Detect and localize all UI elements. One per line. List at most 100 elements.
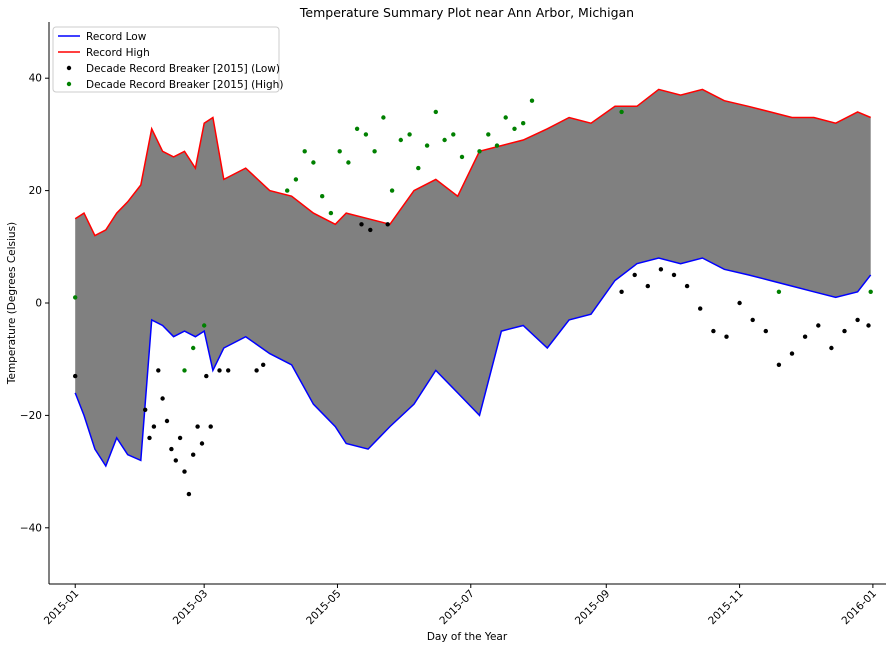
scatter-point-series-2 <box>359 222 364 227</box>
scatter-point-series-3 <box>442 137 447 143</box>
scatter-point-series-3 <box>529 98 535 103</box>
legend-label: Record Low <box>86 31 147 43</box>
scatter-point-series-3 <box>398 137 403 143</box>
x-tick-label: 2015-03 <box>171 588 211 628</box>
scatter-point-series-3 <box>182 368 187 373</box>
scatter-point-series-3 <box>521 121 526 126</box>
scatter-point-series-3 <box>407 132 412 137</box>
scatter-point-series-2 <box>658 267 664 272</box>
scatter-point-series-3 <box>337 149 342 154</box>
scatter-point-series-2 <box>385 222 390 227</box>
scatter-point-series-3 <box>486 132 491 137</box>
scatter-point-series-3 <box>477 149 482 154</box>
scatter-point-series-3 <box>346 160 351 165</box>
scatter-point-series-2 <box>619 289 624 294</box>
scatter-point-series-3 <box>381 115 386 120</box>
scatter-point-series-2 <box>866 323 871 328</box>
scatter-point-series-2 <box>645 283 650 289</box>
scatter-point-series-2 <box>208 424 213 429</box>
scatter-point-series-2 <box>855 317 860 323</box>
scatter-point-series-2 <box>842 328 847 334</box>
scatter-point-series-3 <box>503 115 508 120</box>
scatter-point-series-2 <box>763 328 768 334</box>
scatter-point-series-2 <box>204 373 209 379</box>
scatter-point-series-2 <box>829 345 834 351</box>
scatter-point-series-2 <box>217 368 222 373</box>
scatter-point-series-2 <box>182 469 187 474</box>
scatter-point-series-2 <box>816 323 821 328</box>
scatter-point-series-3 <box>619 109 624 115</box>
y-axis-ticks: −40 −20 0 20 40 <box>20 73 49 534</box>
y-tick-label: 40 <box>29 73 42 85</box>
scatter-point-series-2 <box>737 300 742 306</box>
scatter-point-series-3 <box>191 345 196 351</box>
legend-dot-swatch <box>66 65 72 71</box>
scatter-point-series-2 <box>195 424 200 429</box>
scatter-point-series-3 <box>285 188 290 193</box>
scatter-point-series-3 <box>311 160 316 165</box>
scatter-point-series-3 <box>293 177 299 182</box>
scatter-point-series-3 <box>354 126 360 131</box>
low-high-fill-band <box>75 89 871 467</box>
x-tick-label: 2015-05 <box>304 588 344 628</box>
scatter-point-series-2 <box>750 317 755 323</box>
scatter-point-series-2 <box>160 396 165 401</box>
scatter-point-series-2 <box>226 368 231 373</box>
x-tick-label: 2015-11 <box>706 588 746 628</box>
scatter-point-series-2 <box>261 362 266 367</box>
x-axis-label: Day of the Year <box>427 631 508 643</box>
legend-dot-swatch <box>66 81 72 87</box>
legend: Record Low Record High Decade Record Break… <box>52 26 283 93</box>
x-tick-label: 2015-09 <box>573 588 613 628</box>
scatter-point-series-2 <box>254 368 259 373</box>
legend-label: Decade Record Breaker [2015] (Low) <box>86 63 280 75</box>
scatter-point-series-2 <box>724 334 729 339</box>
y-tick-label: −40 <box>20 522 42 534</box>
scatter-point-series-2 <box>684 283 690 289</box>
scatter-point-series-3 <box>363 132 369 137</box>
scatter-point-series-3 <box>389 188 395 193</box>
scatter-point-series-3 <box>433 109 438 115</box>
scatter-point-series-2 <box>156 368 161 373</box>
legend-label: Decade Record Breaker [2015] (High) <box>86 79 283 91</box>
legend-box <box>52 26 280 93</box>
scatter-point-series-3 <box>416 165 421 171</box>
x-tick-label: 2015-01 <box>42 588 82 628</box>
scatter-point-series-3 <box>302 149 307 154</box>
plot-area <box>73 88 873 497</box>
scatter-point-series-2 <box>671 272 677 278</box>
x-tick-label: 2016-01 <box>839 588 879 628</box>
scatter-point-series-2 <box>177 435 183 441</box>
scatter-point-series-3 <box>73 295 78 300</box>
scatter-point-series-2 <box>789 351 795 356</box>
scatter-point-series-3 <box>320 194 325 199</box>
scatter-point-series-3 <box>328 210 334 216</box>
chart-title: Temperature Summary Plot near Ann Arbor,… <box>299 5 634 20</box>
scatter-point-series-2 <box>151 424 157 429</box>
scatter-point-series-3 <box>202 323 207 328</box>
scatter-point-series-3 <box>494 143 500 148</box>
y-tick-label: 20 <box>29 185 42 197</box>
scatter-point-series-2 <box>368 227 373 233</box>
series-line-0 <box>74 257 872 468</box>
scatter-point-series-3 <box>424 143 430 148</box>
scatter-point-series-2 <box>143 407 148 412</box>
y-axis-label: Temperature (Degrees Celsius) <box>6 222 18 385</box>
x-tick-label: 2015-07 <box>437 588 477 628</box>
x-axis-ticks: 2015-01 2015-03 2015-05 2015-07 2015-09 2015-… <box>42 584 879 627</box>
scatter-point-series-2 <box>169 446 174 452</box>
scatter-point-series-2 <box>164 418 170 424</box>
scatter-point-series-2 <box>147 435 152 441</box>
scatter-point-series-2 <box>73 373 78 379</box>
scatter-point-series-2 <box>191 452 196 457</box>
scatter-point-series-2 <box>711 328 716 334</box>
y-tick-label: 0 <box>35 298 42 310</box>
scatter-point-series-3 <box>451 132 456 137</box>
scatter-point-series-3 <box>776 289 782 294</box>
y-tick-label: −20 <box>20 410 42 422</box>
scatter-point-series-3 <box>868 289 873 294</box>
scatter-point-series-2 <box>199 441 205 446</box>
scatter-point-series-3 <box>372 149 377 154</box>
scatter-point-series-2 <box>632 272 637 278</box>
